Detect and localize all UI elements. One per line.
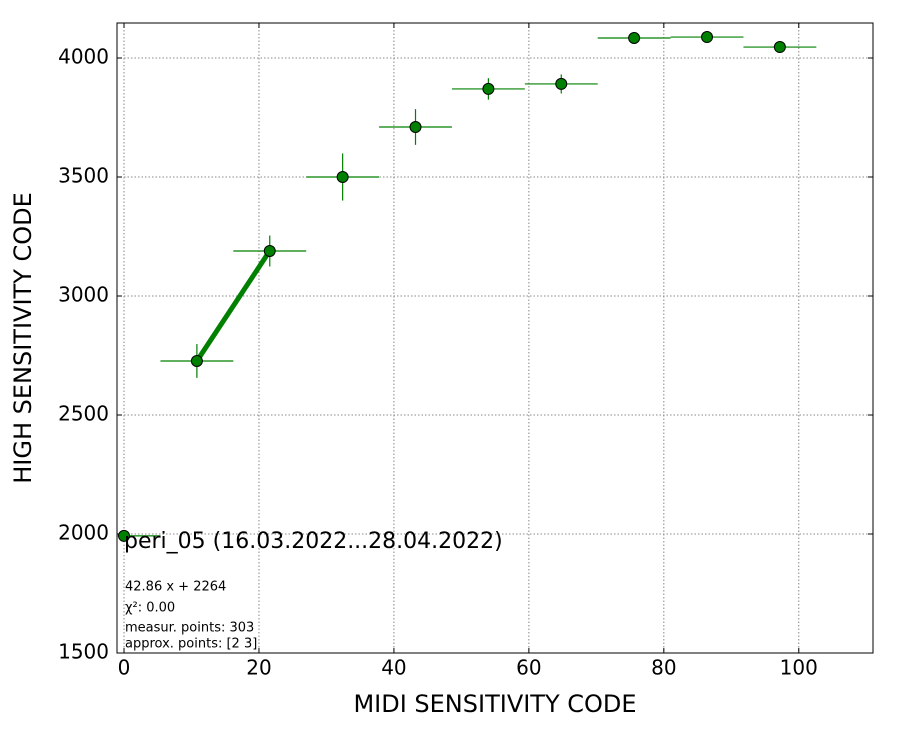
x-tick-label: 40	[381, 656, 406, 680]
data-point	[628, 31, 641, 44]
y-tick-label: 3000	[58, 282, 109, 306]
data-point	[190, 354, 203, 367]
data-point	[701, 31, 714, 44]
fit-line	[194, 249, 272, 363]
data-point	[118, 529, 131, 542]
y-axis-label: HIGH SENSITIVITY CODE	[9, 192, 37, 484]
annotation-title: peri_05 (16.03.2022...28.04.2022)	[124, 529, 503, 554]
y-tick-label: 4000	[58, 44, 109, 68]
x-tick-label: 0	[118, 656, 131, 680]
x-tick-label: 20	[246, 656, 271, 680]
y-tick-label: 2000	[58, 520, 109, 544]
data-point	[409, 121, 422, 134]
annotation: 42.86 x + 2264	[125, 580, 226, 595]
x-tick-label: 80	[651, 656, 676, 680]
data-point	[482, 82, 495, 95]
x-tick-label: 60	[516, 656, 541, 680]
annotation: measur. points: 303	[125, 621, 254, 636]
data-point	[336, 170, 349, 183]
annotation: χ²: 0.00	[125, 601, 175, 616]
x-axis-label: MIDI SENSITIVITY CODE	[353, 690, 636, 718]
y-tick-label: 2500	[58, 401, 109, 425]
data-point	[263, 245, 276, 258]
plot-frame	[116, 22, 874, 654]
annotation: approx. points: [2 3]	[125, 637, 257, 652]
y-tick-label: 1500	[58, 640, 109, 664]
data-point	[773, 41, 786, 54]
x-tick-label: 100	[780, 656, 818, 680]
data-point	[555, 77, 568, 90]
y-tick-label: 3500	[58, 163, 109, 187]
